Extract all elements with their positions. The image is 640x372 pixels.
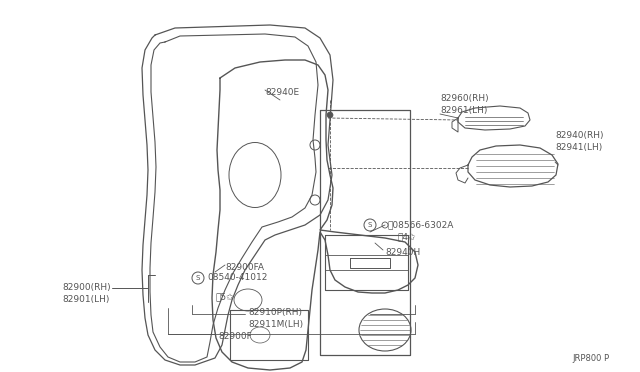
Text: 82900(RH): 82900(RH) <box>62 283 111 292</box>
Text: 08540-41012: 08540-41012 <box>207 273 268 282</box>
Text: ✨5✩: ✨5✩ <box>215 292 234 301</box>
Text: JRP800 P: JRP800 P <box>573 354 610 363</box>
Text: 82940H: 82940H <box>385 248 420 257</box>
Circle shape <box>327 112 333 118</box>
Text: 82900FA: 82900FA <box>225 263 264 272</box>
Text: 82910P(RH): 82910P(RH) <box>248 308 302 317</box>
Text: 82900F: 82900F <box>218 332 252 341</box>
Text: ✨4✩: ✨4✩ <box>398 232 417 241</box>
Text: 82911M(LH): 82911M(LH) <box>248 320 303 329</box>
Text: 82901(LH): 82901(LH) <box>62 295 109 304</box>
Text: 82940(RH): 82940(RH) <box>555 131 604 140</box>
Text: S: S <box>368 222 372 228</box>
Text: S: S <box>196 275 200 281</box>
Text: 82961(LH): 82961(LH) <box>440 106 488 115</box>
Text: 82941(LH): 82941(LH) <box>555 143 602 152</box>
Text: 82960(RH): 82960(RH) <box>440 94 488 103</box>
Text: Ⓝ08566-6302A: Ⓝ08566-6302A <box>388 220 454 229</box>
Text: 82940E: 82940E <box>265 88 299 97</box>
